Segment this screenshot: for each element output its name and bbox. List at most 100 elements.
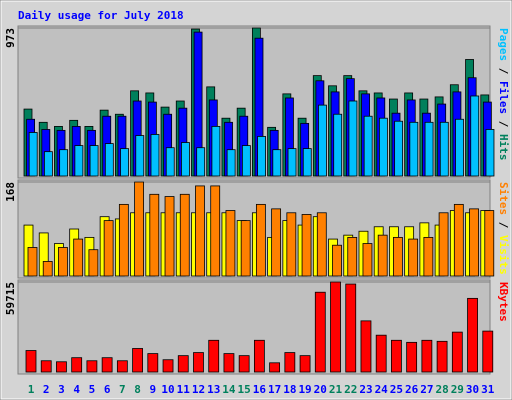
bar bbox=[255, 203, 266, 277]
bar bbox=[485, 129, 495, 177]
bar bbox=[284, 352, 296, 373]
bar bbox=[118, 203, 129, 277]
bar bbox=[438, 212, 449, 277]
bar bbox=[286, 212, 297, 277]
bar bbox=[332, 244, 342, 277]
bar bbox=[272, 149, 282, 177]
bar bbox=[316, 212, 327, 277]
x-tick-label: 10 bbox=[161, 383, 174, 396]
bar bbox=[149, 193, 160, 277]
bar bbox=[165, 147, 175, 177]
bar bbox=[193, 352, 204, 373]
bar bbox=[210, 185, 221, 277]
x-tick-label: 26 bbox=[405, 383, 419, 396]
bar bbox=[406, 341, 418, 373]
y-tick-label: 168 bbox=[4, 182, 17, 202]
legend-separator: / bbox=[497, 61, 510, 81]
x-tick-label: 29 bbox=[451, 383, 464, 396]
bar bbox=[378, 117, 388, 177]
bar bbox=[150, 134, 160, 177]
bar bbox=[195, 185, 205, 277]
bar bbox=[302, 148, 312, 177]
x-tick-label: 24 bbox=[375, 383, 389, 396]
bar bbox=[223, 353, 235, 373]
bar bbox=[345, 283, 357, 373]
bar bbox=[179, 193, 190, 277]
x-tick-label: 23 bbox=[359, 383, 372, 396]
bar bbox=[225, 210, 236, 277]
bar bbox=[377, 234, 388, 277]
bar bbox=[177, 355, 189, 373]
legend-entry: Files bbox=[497, 81, 510, 114]
bar bbox=[59, 149, 69, 177]
bar bbox=[391, 339, 402, 373]
legend: KBytes bbox=[497, 282, 510, 322]
bar bbox=[314, 291, 326, 373]
bar bbox=[467, 297, 478, 373]
bar bbox=[134, 181, 144, 277]
bar bbox=[226, 149, 236, 177]
chart-title: Daily usage for July 2018 bbox=[18, 9, 184, 22]
bar bbox=[318, 104, 327, 177]
bar bbox=[287, 148, 297, 177]
x-tick-label: 21 bbox=[329, 383, 343, 396]
bar bbox=[58, 247, 68, 277]
legend-entry: Pages bbox=[497, 28, 510, 61]
bar bbox=[132, 348, 143, 373]
bar bbox=[470, 95, 480, 177]
bar bbox=[408, 238, 419, 277]
bar bbox=[181, 142, 190, 177]
bar bbox=[89, 145, 99, 177]
legend: Pages / Files / Hits bbox=[497, 28, 510, 161]
legend-entry: Visits bbox=[497, 235, 510, 275]
x-tick-label: 22 bbox=[344, 383, 357, 396]
bar bbox=[73, 238, 84, 277]
bar bbox=[484, 210, 495, 277]
bar bbox=[436, 340, 448, 373]
bar bbox=[71, 357, 83, 373]
legend-separator: / bbox=[497, 215, 510, 235]
x-tick-label: 14 bbox=[222, 383, 236, 396]
bar bbox=[88, 249, 99, 277]
x-tick-label: 25 bbox=[390, 383, 403, 396]
bar bbox=[253, 339, 265, 373]
x-tick-label: 12 bbox=[192, 383, 205, 396]
legend-separator: / bbox=[497, 114, 510, 134]
bar bbox=[424, 121, 434, 177]
bar bbox=[27, 247, 38, 277]
bar bbox=[269, 362, 281, 373]
bar bbox=[74, 145, 84, 177]
legend-entry: Sites bbox=[497, 182, 510, 215]
bar bbox=[301, 214, 312, 277]
x-tick-label: 7 bbox=[119, 383, 126, 396]
bar bbox=[238, 355, 250, 373]
x-tick-label: 8 bbox=[134, 383, 141, 396]
x-tick-label: 4 bbox=[73, 383, 80, 396]
bar bbox=[363, 115, 373, 177]
bar bbox=[299, 355, 311, 373]
x-tick-label: 15 bbox=[238, 383, 251, 396]
x-tick-label: 3 bbox=[58, 383, 65, 396]
bar bbox=[469, 208, 479, 277]
bar bbox=[120, 148, 129, 177]
bar bbox=[164, 196, 175, 277]
bar bbox=[394, 120, 404, 177]
bar bbox=[393, 236, 403, 277]
x-tick-label: 19 bbox=[298, 383, 311, 396]
bar bbox=[147, 353, 159, 373]
bar bbox=[101, 357, 113, 373]
bar bbox=[103, 220, 114, 277]
y-tick-label: 973 bbox=[4, 28, 17, 48]
bar bbox=[455, 118, 464, 177]
bar bbox=[28, 132, 38, 177]
bar bbox=[409, 121, 419, 177]
legend: Sites / Visits bbox=[497, 182, 510, 275]
bar bbox=[162, 359, 174, 373]
x-tick-label: 2 bbox=[43, 383, 50, 396]
x-tick-label: 13 bbox=[207, 383, 220, 396]
bar bbox=[56, 361, 67, 373]
bar bbox=[375, 334, 387, 373]
bar bbox=[257, 136, 266, 177]
x-tick-label: 11 bbox=[177, 383, 191, 396]
